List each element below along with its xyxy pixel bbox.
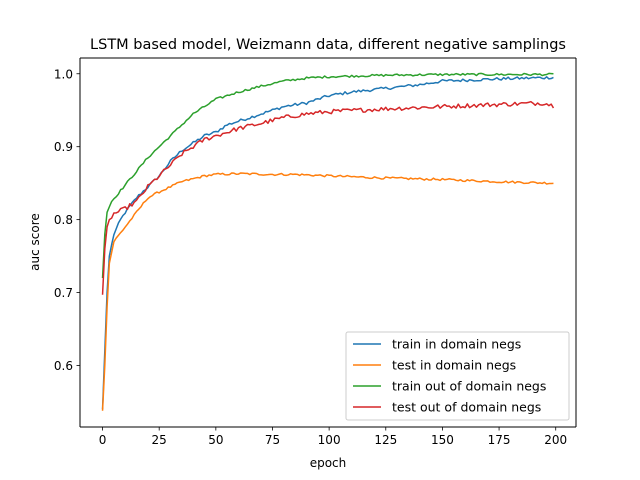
y-axis-label: auc score	[28, 213, 42, 271]
legend-label: train out of domain negs	[392, 379, 546, 394]
series-layer	[101, 72, 555, 411]
legend-box	[345, 331, 570, 421]
series-line-test-out-of-domain-negs	[101, 100, 555, 295]
x-tick-label: 0	[99, 433, 107, 447]
legend: train in domain negs test in domain negs t…	[345, 331, 570, 421]
y-tick-label: 0.6	[54, 359, 73, 373]
x-tick-label: 100	[318, 433, 341, 447]
x-tick-label: 75	[265, 433, 280, 447]
series-line-train-out-of-domain-negs	[101, 72, 554, 279]
x-axis: 0 25 50 75 100 125 150 175 200	[99, 427, 567, 447]
x-tick-label: 175	[488, 433, 511, 447]
series-line-train-in-domain-negs	[101, 76, 554, 410]
x-tick-label: 150	[431, 433, 454, 447]
y-axis: 0.6 0.7 0.8 0.9 1.0	[54, 67, 80, 373]
series-line-test-in-domain-negs	[101, 172, 554, 411]
legend-label: test in domain negs	[392, 358, 516, 373]
chart-title: LSTM based model, Weizmann data, differe…	[90, 37, 566, 53]
x-tick-label: 200	[544, 433, 567, 447]
legend-label: train in domain negs	[392, 337, 521, 352]
x-tick-label: 50	[208, 433, 223, 447]
legend-label: test out of domain negs	[392, 400, 541, 415]
y-tick-label: 0.7	[54, 286, 73, 300]
x-axis-label: epoch	[310, 456, 347, 470]
y-tick-label: 0.8	[54, 213, 73, 227]
x-tick-label: 125	[374, 433, 397, 447]
y-tick-label: 1.0	[54, 67, 73, 81]
x-tick-label: 25	[152, 433, 167, 447]
y-tick-label: 0.9	[54, 140, 73, 154]
